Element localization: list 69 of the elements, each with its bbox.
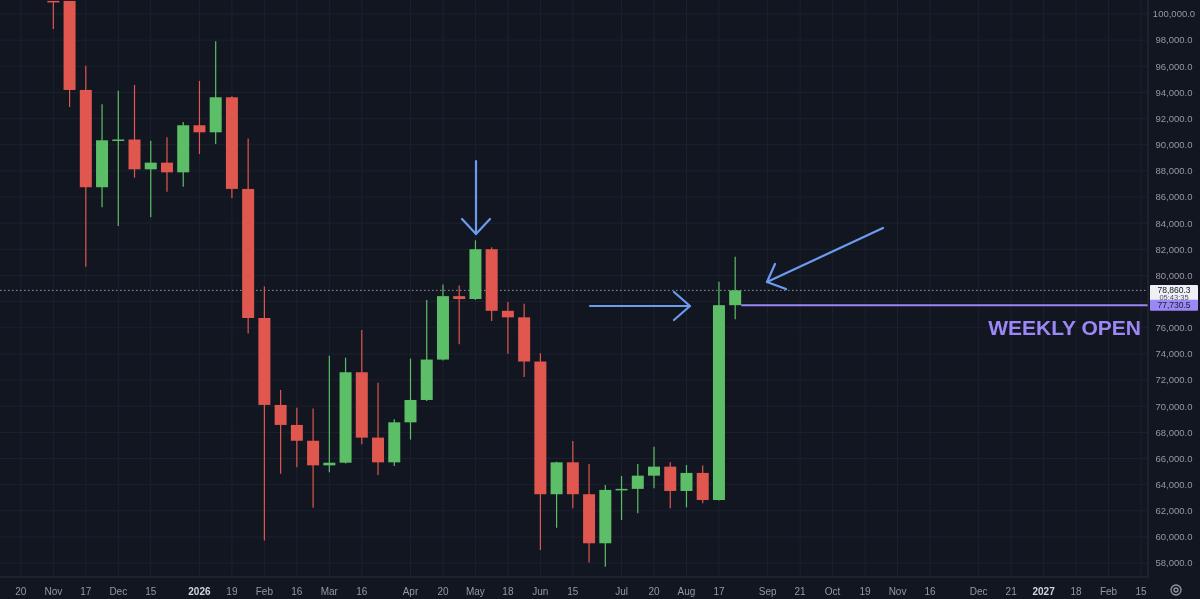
x-tick-label: Dec — [109, 585, 128, 597]
y-tick-label: 96,000.0 — [1155, 60, 1193, 72]
y-tick-label: 58,000.0 — [1155, 557, 1193, 569]
candlestick — [648, 446, 661, 489]
y-tick-label: 64,000.0 — [1155, 479, 1193, 491]
x-tick-label: Jul — [615, 585, 628, 597]
candlestick — [631, 463, 644, 514]
candlestick — [680, 464, 693, 508]
x-tick-label: Jun — [532, 585, 549, 597]
x-tick-label: 17 — [713, 585, 725, 597]
x-tick-label: Oct — [824, 585, 841, 597]
x-tick-label: 15 — [1135, 585, 1148, 597]
ref-line-label: 78,860.3 — [1157, 285, 1191, 296]
x-tick-label: 21 — [794, 585, 807, 597]
x-tick-label: May — [465, 585, 485, 597]
x-tick-label: 19 — [226, 585, 238, 597]
x-tick-label: Mar — [320, 585, 339, 597]
y-tick-label: 70,000.0 — [1155, 400, 1193, 412]
candlestick — [160, 136, 173, 193]
x-tick-label: Feb — [1099, 585, 1118, 597]
candlestick — [290, 407, 303, 468]
x-tick-label: 18 — [1070, 585, 1083, 597]
y-tick-label: 62,000.0 — [1155, 505, 1193, 517]
y-tick-label: 80,000.0 — [1155, 269, 1193, 281]
candlestick — [274, 389, 287, 475]
x-tick-label: 2026 — [188, 585, 212, 597]
y-tick-label: 94,000.0 — [1155, 86, 1193, 98]
candlestick — [729, 256, 742, 320]
x-tick-label: Nov — [44, 585, 63, 597]
x-tick-label: 16 — [356, 585, 368, 597]
candlestick — [193, 80, 206, 155]
candlestick — [404, 357, 417, 441]
x-tick-label: 20 — [648, 585, 661, 597]
y-tick-label: 60,000.0 — [1155, 531, 1193, 543]
y-tick-label: 88,000.0 — [1155, 165, 1193, 177]
x-tick-label: 21 — [1005, 585, 1018, 597]
x-tick-label: 16 — [924, 585, 936, 597]
x-tick-label: 16 — [291, 585, 303, 597]
x-tick-label: Sep — [758, 585, 777, 597]
x-tick-label: 15 — [567, 585, 579, 597]
y-tick-label: 92,000.0 — [1155, 112, 1193, 124]
x-tick-label: Feb — [255, 585, 274, 597]
x-tick-label: 2027 — [1032, 585, 1056, 597]
y-tick-label: 84,000.0 — [1155, 217, 1193, 229]
y-tick-label: 76,000.0 — [1155, 322, 1193, 334]
annotation: WEEKLY OPEN — [988, 316, 1142, 340]
y-tick-label: 68,000.0 — [1155, 426, 1193, 438]
candlestick — [501, 301, 514, 355]
x-tick-label: 19 — [859, 585, 872, 597]
x-tick-label: 20 — [15, 585, 27, 597]
x-tick-label: 20 — [437, 585, 449, 597]
x-tick-label: Nov — [888, 585, 907, 597]
x-tick-label: Aug — [677, 585, 696, 597]
y-tick-label: 86,000.0 — [1155, 191, 1193, 203]
y-tick-label: 72,000.0 — [1155, 374, 1193, 386]
candlestick — [144, 140, 157, 218]
x-tick-label: 18 — [502, 585, 514, 597]
x-tick-label: 15 — [145, 585, 157, 597]
y-tick-label: 98,000.0 — [1155, 34, 1193, 46]
x-tick-label: Apr — [402, 585, 419, 597]
y-tick-label: 82,000.0 — [1155, 243, 1193, 255]
y-tick-label: 74,000.0 — [1155, 348, 1193, 360]
y-tick-label: 100,000.0 — [1152, 8, 1196, 20]
y-tick-label: 66,000.0 — [1155, 452, 1193, 464]
x-tick-label: Dec — [969, 585, 988, 597]
ref-line-label: 77,730.5 — [1157, 300, 1191, 311]
candlestick — [453, 284, 466, 345]
x-tick-label: 17 — [80, 585, 92, 597]
y-tick-label: 90,000.0 — [1155, 139, 1193, 151]
